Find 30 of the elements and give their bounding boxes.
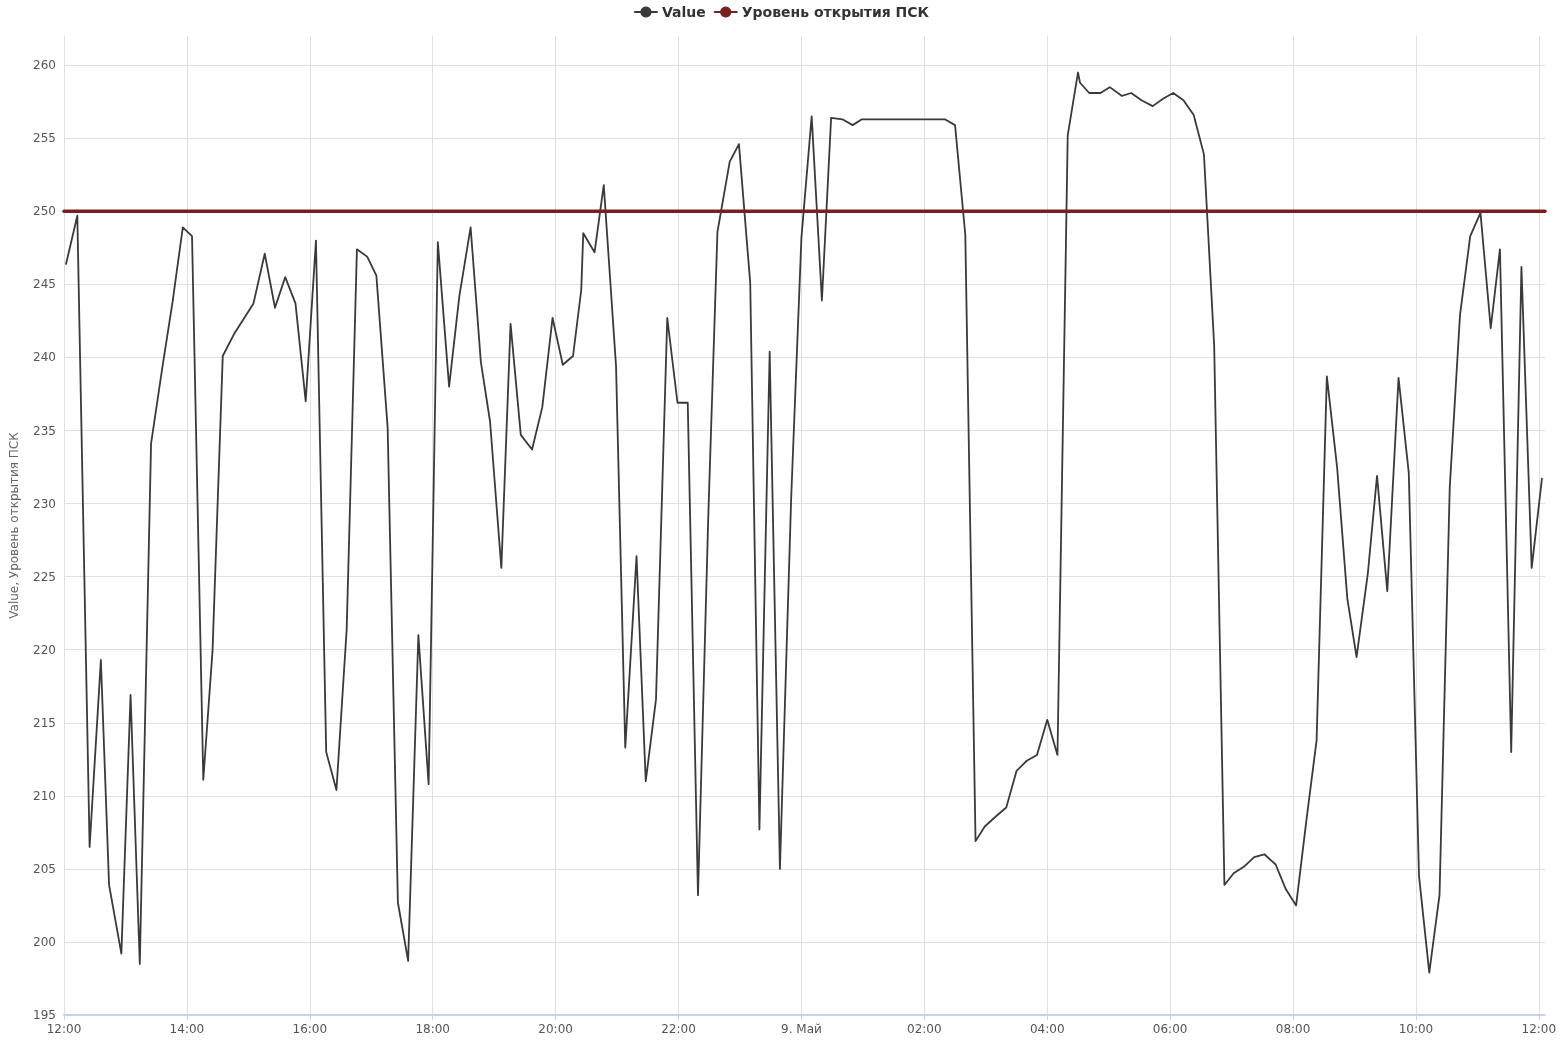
y-tick-label: 250 bbox=[33, 204, 56, 219]
y-tick-label: 245 bbox=[33, 277, 56, 292]
x-tick-label: 02:00 bbox=[907, 1022, 942, 1036]
legend-label: Уровень открытия ПСК bbox=[741, 4, 930, 20]
y-tick-label: 230 bbox=[33, 496, 56, 511]
y-tick-label: 205 bbox=[33, 861, 56, 876]
x-tick-label: 08:00 bbox=[1275, 1022, 1311, 1036]
x-tick-label: 04:00 bbox=[1029, 1022, 1065, 1036]
y-tick-label: 255 bbox=[33, 131, 56, 146]
y-tick-label: 220 bbox=[33, 642, 56, 657]
x-tick-label: 10:00 bbox=[1398, 1022, 1434, 1036]
x-tick-label: 16:00 bbox=[292, 1022, 328, 1036]
y-tick-label: 225 bbox=[33, 569, 56, 584]
y-tick-label: 215 bbox=[33, 715, 56, 730]
x-tick-label: 06:00 bbox=[1152, 1022, 1188, 1036]
x-tick-label: 9. Май bbox=[781, 1022, 822, 1036]
legend-label: Value bbox=[661, 4, 706, 20]
x-tick-label: 14:00 bbox=[169, 1022, 205, 1036]
y-tick-label: 200 bbox=[33, 934, 56, 949]
x-tick-label: 18:00 bbox=[415, 1022, 451, 1036]
y-tick-label: 235 bbox=[33, 423, 56, 438]
y-tick-label: 210 bbox=[33, 788, 56, 803]
y-axis-title: Value, Уровень открытия ПСК bbox=[7, 431, 21, 619]
x-tick-label: 22:00 bbox=[661, 1022, 696, 1036]
x-tick-label: 20:00 bbox=[538, 1022, 573, 1036]
x-tick-label: 12:00 bbox=[1521, 1022, 1557, 1036]
y-tick-label: 240 bbox=[33, 350, 56, 365]
y-tick-label: 260 bbox=[33, 58, 56, 73]
y-tick-label: 195 bbox=[33, 1008, 56, 1022]
x-tick-label: 12:00 bbox=[46, 1022, 82, 1036]
